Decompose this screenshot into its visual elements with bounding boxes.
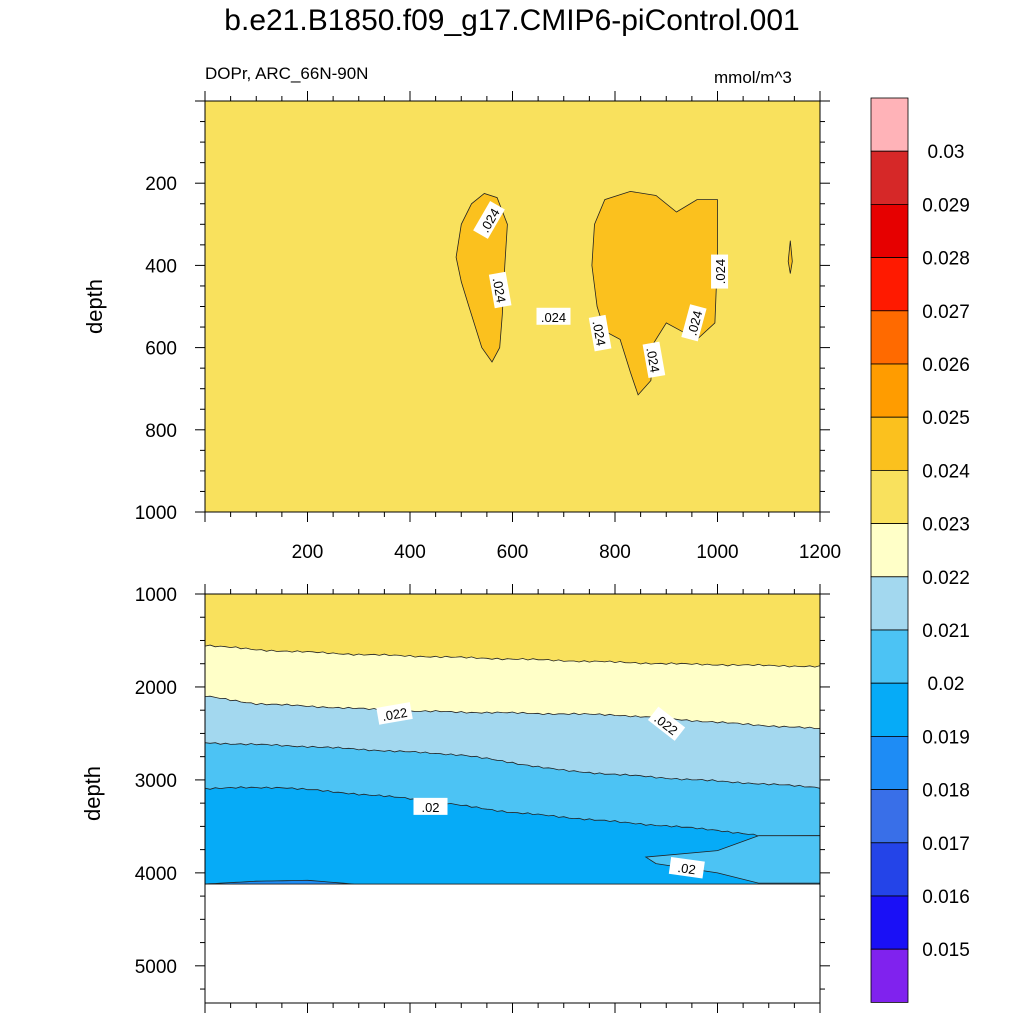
colorbar-box [870, 523, 909, 578]
x-tick-label: 1000 [696, 542, 738, 563]
contour-label: .024 [588, 314, 612, 352]
contour-label-text: .024 [590, 320, 609, 348]
colorbar-box [870, 842, 909, 897]
colorbar-box [870, 97, 909, 152]
y-tick-label: 800 [145, 421, 177, 442]
colorbar-box [870, 416, 909, 471]
x-tick-label: 800 [599, 542, 631, 563]
colorbar-label: 0.025 [922, 408, 970, 429]
contour-label: .02 [668, 856, 705, 879]
contour-label-box [647, 706, 686, 741]
colorbar-box [870, 203, 909, 258]
colorbar-label: 0.016 [922, 887, 970, 908]
y-tick-label: 1000 [135, 585, 177, 606]
contour-label-text: .02 [421, 800, 439, 815]
colorbar-box [870, 629, 909, 684]
figure-title: b.e21.B1850.f09_g17.CMIP6-piControl.001 [224, 4, 800, 37]
y-tick-label: 600 [145, 339, 177, 360]
contour-label: .02 [413, 797, 448, 815]
top-panel: 200 400 600 800 1000 1200 200 400 600 800 1000 dept… [82, 91, 841, 563]
colorbar-label: 0.017 [922, 834, 970, 855]
y-tick-label: 3000 [135, 771, 177, 792]
contour-label-box [588, 314, 612, 352]
contour-label-text: .024 [490, 276, 509, 304]
y-tick-label: 2000 [135, 678, 177, 699]
colorbar-label: 0.026 [922, 355, 970, 376]
contour-label-box [473, 200, 505, 239]
colorbar-box [870, 895, 909, 950]
contour-label-box [642, 341, 666, 379]
y-tick-label: 200 [145, 174, 177, 195]
colorbar-label: 0.03 [928, 142, 965, 163]
colorbar-label: 0.029 [922, 195, 970, 216]
contour-label-text: .024 [541, 310, 566, 325]
colorbar-box [870, 150, 909, 205]
colorbar-box [870, 576, 909, 631]
x-tick-label: 1200 [799, 542, 841, 563]
contour-region-spike [787, 240, 793, 274]
colorbar-label: 0.023 [922, 515, 970, 536]
top-y-axis-label: depth [82, 279, 107, 334]
contour-label: .024 [536, 307, 571, 325]
colorbar-box [870, 789, 909, 844]
contour-label-box [376, 702, 413, 725]
contour-label-text: .024 [684, 309, 705, 337]
contour-label: .024 [488, 271, 512, 309]
panel-top-units: mmol/m^3 [714, 68, 792, 87]
colorbar-box [870, 257, 909, 312]
y-tick-label: 4000 [135, 864, 177, 885]
contour-label-text: .02 [677, 860, 697, 877]
contour-label-text: .024 [643, 346, 662, 374]
bottom-y-axis-label: depth [80, 766, 105, 821]
y-tick-label: 5000 [135, 957, 177, 978]
colorbar-label: 0.018 [922, 781, 970, 802]
contour-label-text: .024 [713, 259, 728, 284]
panel-top-subtitle-left: DOPr, ARC_66N-90N [205, 64, 369, 83]
colorbar-label: 0.028 [922, 249, 970, 270]
depth-band [204, 879, 354, 885]
contour-label-box [711, 254, 729, 289]
top-background-field [205, 101, 820, 512]
colorbar-label: 0.02 [928, 674, 965, 695]
colorbar-box [870, 948, 909, 1003]
colorbar-label: 0.019 [922, 727, 970, 748]
colorbar: 0.03 0.029 0.028 0.027 0.026 0.025 0.024 0.023 0… [870, 97, 970, 1003]
contour-label: .022 [376, 702, 413, 725]
colorbar-label: 0.024 [922, 461, 970, 482]
contour-label-text: .022 [381, 705, 409, 724]
contour-label: .024 [642, 341, 666, 379]
contour-label: .024 [711, 254, 729, 289]
colorbar-box [870, 469, 909, 524]
contour-label-box [488, 271, 512, 309]
colorbar-box [870, 310, 909, 365]
x-tick-label: 600 [497, 542, 529, 563]
x-tick-label: 200 [292, 542, 324, 563]
colorbar-box [870, 363, 909, 418]
colorbar-label: 0.022 [922, 568, 970, 589]
y-tick-label: 1000 [135, 503, 177, 524]
x-tick-label: 400 [394, 542, 426, 563]
contour-label-box [668, 856, 705, 879]
contour-label-box [413, 797, 448, 815]
colorbar-label: 0.027 [922, 302, 970, 323]
colorbar-label: 0.015 [922, 940, 970, 961]
colorbar-box [870, 736, 909, 791]
colorbar-box [870, 682, 909, 737]
y-tick-label: 400 [145, 256, 177, 277]
contour-label-box [536, 307, 571, 325]
colorbar-label: 0.021 [922, 621, 970, 642]
